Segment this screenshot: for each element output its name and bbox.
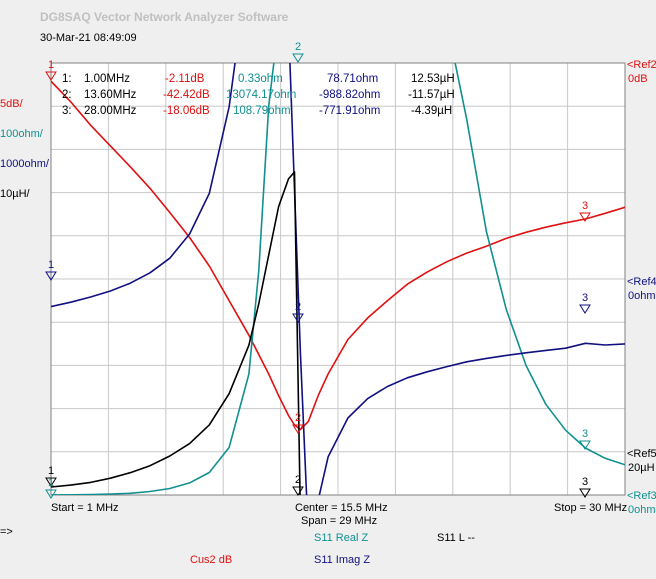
marker-imag: -771.91ohm [319, 105, 380, 117]
scale-imag: 1000ohm/ [0, 158, 50, 170]
legend: S11 Real Z S11 L -- Cus2 dB S11 Imag Z [190, 532, 475, 566]
marker-row-2: 2: 13.60MHz -42.42dB 13074.17ohm -988.82… [62, 89, 455, 101]
arrow-label: => [0, 526, 13, 538]
marker-3-glyph: 3 [579, 200, 591, 222]
marker-triangle [292, 313, 304, 323]
marker-number: 2 [295, 301, 301, 313]
marker-triangle [579, 304, 591, 314]
marker-number: 2 [295, 474, 301, 486]
marker-db: -2.11dB [165, 73, 205, 85]
marker-row-3: 3: 28.00MHz -18.06dB 108.79ohm -771.91oh… [62, 105, 452, 117]
marker-1-glyph: 1 [45, 477, 57, 499]
marker-number: 1 [48, 465, 54, 477]
marker-1-glyph: 1 [45, 59, 57, 81]
marker-number: 1 [48, 59, 54, 71]
legend-real: S11 Real Z [314, 532, 368, 544]
marker-triangle [579, 488, 591, 498]
marker-id: 3: [62, 105, 72, 117]
marker-freq: 13.60MHz [84, 89, 137, 101]
marker-3-glyph: 3 [579, 476, 591, 498]
marker-number: 1 [48, 259, 54, 271]
marker-3-glyph: 3 [579, 292, 591, 314]
marker-triangle [579, 440, 591, 450]
marker-table: 1: 1.00MHz -2.11dB 0.33ohm 78.71ohm 12.5… [62, 73, 455, 117]
ref4-name: <Ref4 [627, 276, 656, 288]
marker-triangle [45, 271, 57, 281]
marker-number: 3 [582, 476, 588, 488]
ref2-name: <Ref2 [627, 59, 656, 71]
scale-real: 100ohm/ [0, 128, 44, 140]
span-label: Span = 29 MHz [301, 515, 377, 527]
grid [51, 63, 625, 495]
marker-triangle [579, 212, 591, 222]
marker-number: 3 [582, 428, 588, 440]
marker-3-glyph: 3 [579, 428, 591, 450]
marker-id: 1: [62, 73, 72, 85]
marker-number: 1 [48, 477, 54, 489]
marker-db: -18.06dB [163, 105, 210, 117]
timestamp: 30-Mar-21 08:49:09 [40, 32, 137, 44]
plot-frame [50, 62, 626, 496]
trace-s11-imag-z [51, 63, 625, 495]
marker-row-1: 1: 1.00MHz -2.11dB 0.33ohm 78.71ohm 12.5… [62, 73, 455, 85]
marker-ind: -4.39µH [411, 105, 452, 117]
marker-triangle [45, 71, 57, 81]
ref3-name: <Ref3 [627, 490, 656, 502]
right-ref-labels: <Ref2 0dB <Ref4 0ohm <Ref5 20µH <Ref3 0o… [627, 59, 656, 516]
legend-db: Cus2 dB [190, 554, 232, 566]
ref5-name: <Ref5 [627, 448, 656, 460]
marker-2-glyph: 2 [292, 301, 304, 323]
scale-ind: 10µH/ [0, 188, 31, 200]
marker-2-glyph: 2 [292, 41, 304, 63]
marker-id: 2: [62, 89, 72, 101]
ref4-value: 0ohm [628, 290, 656, 302]
marker-real: 13074.17ohm [226, 89, 296, 101]
marker-db: -42.42dB [163, 89, 210, 101]
marker-imag: 78.71ohm [327, 73, 378, 85]
marker-number: 3 [582, 200, 588, 212]
marker-triangle [45, 477, 57, 487]
legend-ind: S11 L -- [437, 532, 475, 544]
stop-label: Stop = 30 MHz [554, 502, 627, 514]
legend-imag: S11 Imag Z [314, 554, 370, 566]
footer: Start = 1 MHz Center = 15.5 MHz Span = 2… [0, 502, 627, 538]
center-label: Center = 15.5 MHz [295, 502, 388, 514]
marker-real: 0.33ohm [238, 73, 283, 85]
start-label: Start = 1 MHz [51, 502, 119, 514]
marker-real: 108.79ohm [233, 105, 291, 117]
marker-triangle [292, 53, 304, 63]
ref3-value: 0ohm [628, 504, 656, 516]
ref2-value: 0dB [628, 73, 648, 85]
marker-number: 2 [295, 412, 301, 424]
marker-number: 2 [295, 41, 301, 53]
scale-db: 5dB/ [0, 98, 24, 110]
window-title: DG8SAQ Vector Network Analyzer Software [40, 10, 289, 24]
marker-freq: 1.00MHz [84, 73, 130, 85]
trace-s11-real-z [51, 63, 625, 495]
marker-2-glyph: 2 [292, 474, 304, 496]
trace-cus2-db [51, 80, 625, 431]
marker-freq: 28.00MHz [84, 105, 137, 117]
traces [51, 63, 625, 495]
trace-s11-l [51, 171, 301, 495]
marker-ind: -11.57µH [408, 89, 455, 101]
marker-2-glyph: 2 [292, 412, 304, 434]
marker-triangle [292, 486, 304, 496]
ref5-value: 20µH [628, 462, 655, 474]
marker-triangle [45, 489, 57, 499]
marker-triangle [292, 424, 304, 434]
left-scale-labels: 5dB/ 100ohm/ 1000ohm/ 10µH/ [0, 98, 50, 200]
marker-ind: 12.53µH [411, 73, 455, 85]
marker-1-glyph: 1 [45, 465, 57, 487]
marker-1-glyph: 1 [45, 259, 57, 281]
marker-imag: -988.82ohm [319, 89, 380, 101]
marker-number: 3 [582, 292, 588, 304]
